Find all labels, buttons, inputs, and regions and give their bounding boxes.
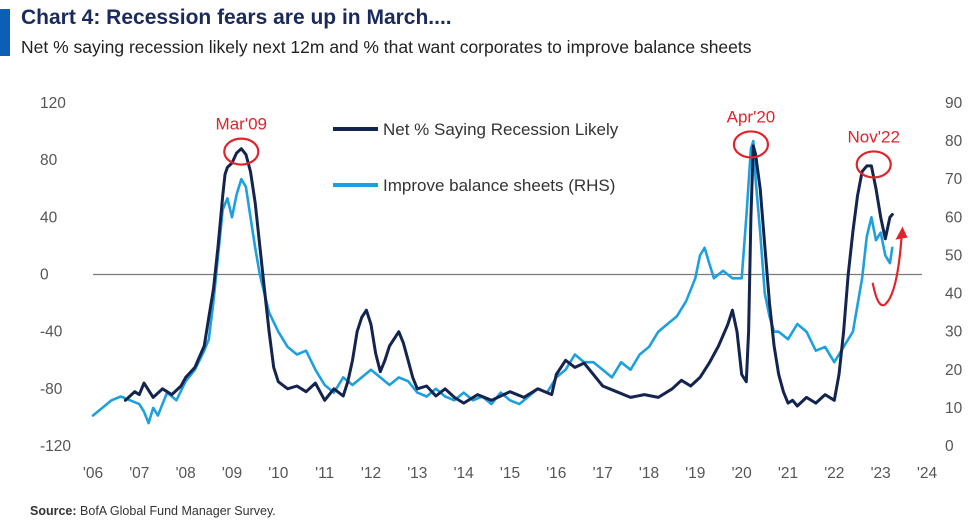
source-note: Source: BofA Global Fund Manager Survey. <box>30 504 276 518</box>
y-right-tick-label: 50 <box>945 247 963 264</box>
x-tick-label: '20 <box>732 465 753 482</box>
source-label: Source: <box>30 504 77 518</box>
x-tick-label: '22 <box>824 465 844 482</box>
x-tick-label: '16 <box>546 465 566 482</box>
x-tick-label: '14 <box>454 465 475 482</box>
x-tick-label: '13 <box>407 465 427 482</box>
y-right-tick-label: 30 <box>945 324 963 341</box>
annotation-circle <box>855 150 892 179</box>
x-tick-label: '21 <box>778 465 798 482</box>
y-right-tick-label: 90 <box>945 95 963 112</box>
annotation-label: Mar'09 <box>216 115 267 134</box>
y-right-tick-label: 40 <box>945 286 963 303</box>
y-left-tick-label: 120 <box>40 95 66 112</box>
y-right-tick-label: 70 <box>945 171 963 188</box>
y-right-tick-label: 20 <box>945 362 963 379</box>
x-tick-label: '08 <box>176 465 196 482</box>
x-tick-label: '15 <box>500 465 520 482</box>
y-left-tick-label: 80 <box>40 152 58 169</box>
x-tick-label: '17 <box>593 465 613 482</box>
x-tick-label: '10 <box>268 465 289 482</box>
chart-subtitle: Net % saying recession likely next 12m a… <box>21 37 752 57</box>
annotation-circle <box>223 137 260 166</box>
y-right-tick-label: 60 <box>945 209 963 226</box>
x-tick-label: '18 <box>639 465 659 482</box>
y-right-tick-label: 10 <box>945 400 963 417</box>
x-tick-label: '11 <box>315 465 334 482</box>
trend-arrowhead-icon <box>895 226 908 240</box>
y-left-tick-label: -80 <box>40 381 63 398</box>
legend-label: Net % Saying Recession Likely <box>383 120 619 139</box>
x-tick-label: '23 <box>871 465 891 482</box>
y-left-tick-label: -40 <box>40 324 63 341</box>
x-tick-label: '12 <box>361 465 381 482</box>
source-text: BofA Global Fund Manager Survey. <box>80 504 276 518</box>
y-right-tick-label: 0 <box>945 438 954 455</box>
chart-canvas: 120 80 40 0 -40 -80 -120 90 80 70 60 50 40 30 20 10 0 '06… <box>40 95 963 482</box>
x-tick-label: '09 <box>222 465 242 482</box>
x-tick-label: '24 <box>917 465 938 482</box>
chart-title: Chart 4: Recession fears are up in March… <box>21 6 452 29</box>
series-line-recession-likely <box>123 144 894 408</box>
trend-arrow-icon <box>871 237 903 307</box>
x-tick-label: '07 <box>129 465 149 482</box>
y-left-tick-label: -120 <box>40 438 71 455</box>
y-left-tick-label: 40 <box>40 209 58 226</box>
annotation-label: Nov'22 <box>848 127 900 146</box>
y-right-tick-label: 80 <box>945 133 963 150</box>
annotation-label: Apr'20 <box>727 107 776 126</box>
x-tick-label: '19 <box>685 465 705 482</box>
legend-label: Improve balance sheets (RHS) <box>383 176 615 195</box>
y-left-tick-label: 0 <box>40 267 49 284</box>
annotation-circle <box>732 130 770 159</box>
x-tick-label: '06 <box>83 465 103 482</box>
accent-bar <box>0 9 10 56</box>
